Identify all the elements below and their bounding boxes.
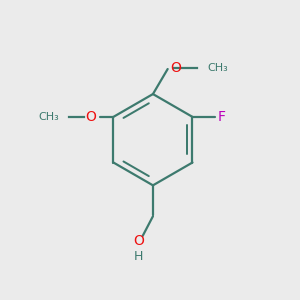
Text: O: O xyxy=(85,110,96,124)
Text: H: H xyxy=(134,250,143,263)
Text: F: F xyxy=(218,110,226,124)
Text: CH₃: CH₃ xyxy=(38,112,59,122)
Text: CH₃: CH₃ xyxy=(207,63,228,73)
Text: O: O xyxy=(133,234,144,248)
Text: O: O xyxy=(170,61,181,75)
